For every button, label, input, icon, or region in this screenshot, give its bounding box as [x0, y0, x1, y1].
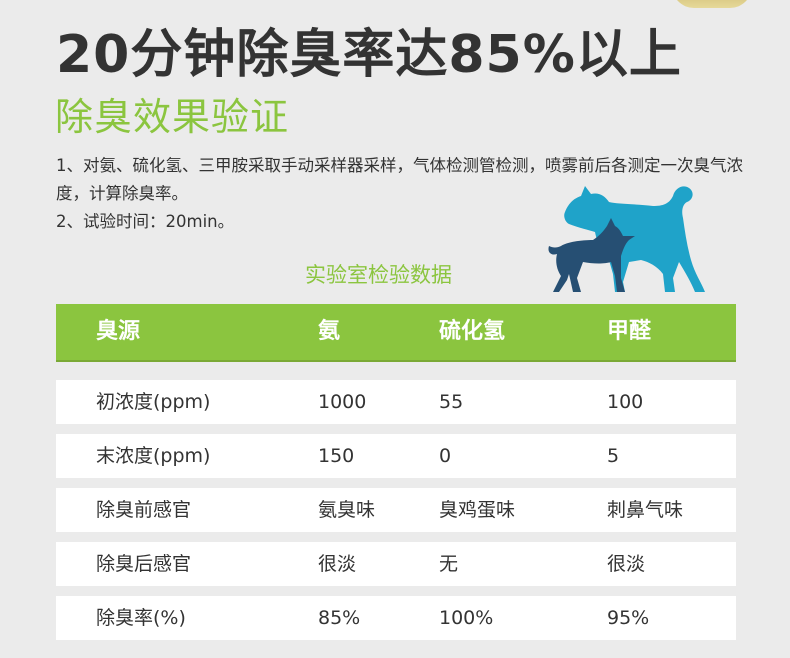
table-cell: 55	[439, 391, 464, 413]
table-caption: 实验室检验数据	[305, 263, 452, 287]
table-cell: 很淡	[318, 553, 357, 575]
dog-icon	[548, 186, 705, 292]
header-cell: 硫化氢	[439, 319, 506, 344]
section-title: 除臭效果验证	[55, 95, 290, 139]
header-cell: 甲醛	[607, 319, 652, 344]
table-cell: 无	[439, 553, 459, 575]
small-dog-silhouette	[548, 218, 635, 292]
test-data-table: 臭源 氨 硫化氢 甲醛 初浓度(ppm) 1000 55 100 末浓度(ppm…	[56, 304, 736, 640]
big-dog-silhouette	[564, 186, 705, 292]
table-header-row: 臭源 氨 硫化氢 甲醛	[56, 304, 736, 360]
header-cell: 臭源	[96, 319, 141, 344]
table-cell: 100%	[439, 607, 494, 629]
table-cell: 很淡	[607, 553, 646, 575]
table-cell: 氨臭味	[318, 499, 376, 521]
product-bottle-edge	[672, 0, 752, 8]
table-cell: 0	[439, 445, 452, 467]
table-cell: 末浓度(ppm)	[96, 445, 211, 467]
table-row: 初浓度(ppm) 1000 55 100	[56, 380, 736, 424]
table-row: 除臭后感官 很淡 无 很淡	[56, 542, 736, 586]
table-cell: 85%	[318, 607, 361, 629]
table-cell: 除臭后感官	[96, 553, 192, 575]
description-line-1: 1、对氨、硫化氢、三甲胺采取手动采样器采样，气体检测管检测，喷雾前后各测定一次臭…	[56, 156, 743, 203]
table-cell: 初浓度(ppm)	[96, 391, 211, 413]
table-cell: 5	[607, 445, 620, 467]
table-cell: 臭鸡蛋味	[439, 499, 516, 521]
table-cell: 除臭前感官	[96, 499, 192, 521]
table-row: 末浓度(ppm) 150 0 5	[56, 434, 736, 478]
table-row: 除臭前感官 氨臭味 臭鸡蛋味 刺鼻气味	[56, 488, 736, 532]
table-cell: 1000	[318, 391, 367, 413]
table-cell: 95%	[607, 607, 650, 629]
table-row: 除臭率(%) 85% 100% 95%	[56, 596, 736, 640]
description-line-2: 2、试验时间：20min。	[56, 212, 235, 231]
table-cell: 150	[318, 445, 355, 467]
table-cell: 刺鼻气味	[607, 499, 684, 521]
table-cell: 100	[607, 391, 644, 413]
description: 1、对氨、硫化氢、三甲胺采取手动采样器采样，气体检测管检测，喷雾前后各测定一次臭…	[56, 152, 746, 236]
table-cell: 除臭率(%)	[96, 607, 186, 629]
headline: 20分钟除臭率达85%以上	[56, 25, 682, 85]
header-cell: 氨	[318, 319, 341, 344]
